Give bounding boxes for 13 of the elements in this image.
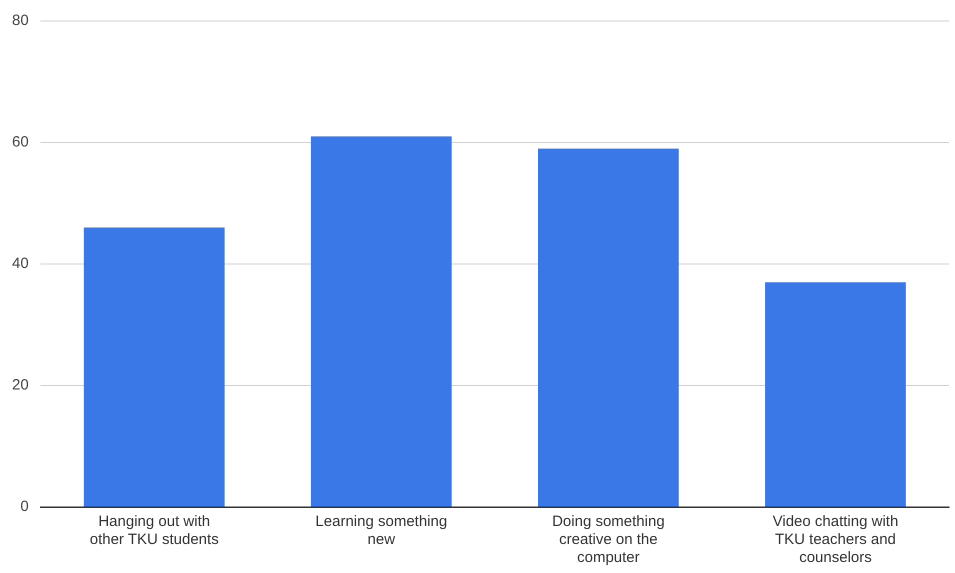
bar (310, 136, 452, 506)
bar (765, 282, 906, 506)
y-tick-label: 80 (12, 12, 29, 30)
x-tick-label: Learning something new (315, 513, 448, 548)
y-tick-label: 0 (20, 498, 29, 516)
y-tick-label: 60 (12, 134, 29, 151)
y-tick-label: 20 (12, 376, 29, 394)
bar (538, 148, 679, 506)
x-tick-label: Video chatting with TKU teachers and counselors (772, 513, 898, 566)
x-tick-label: Hanging out with other TKU students (90, 513, 219, 548)
bar (84, 228, 225, 506)
y-tick-label: 40 (12, 255, 29, 272)
x-tick-label: Doing something creative on the computer (552, 513, 665, 566)
